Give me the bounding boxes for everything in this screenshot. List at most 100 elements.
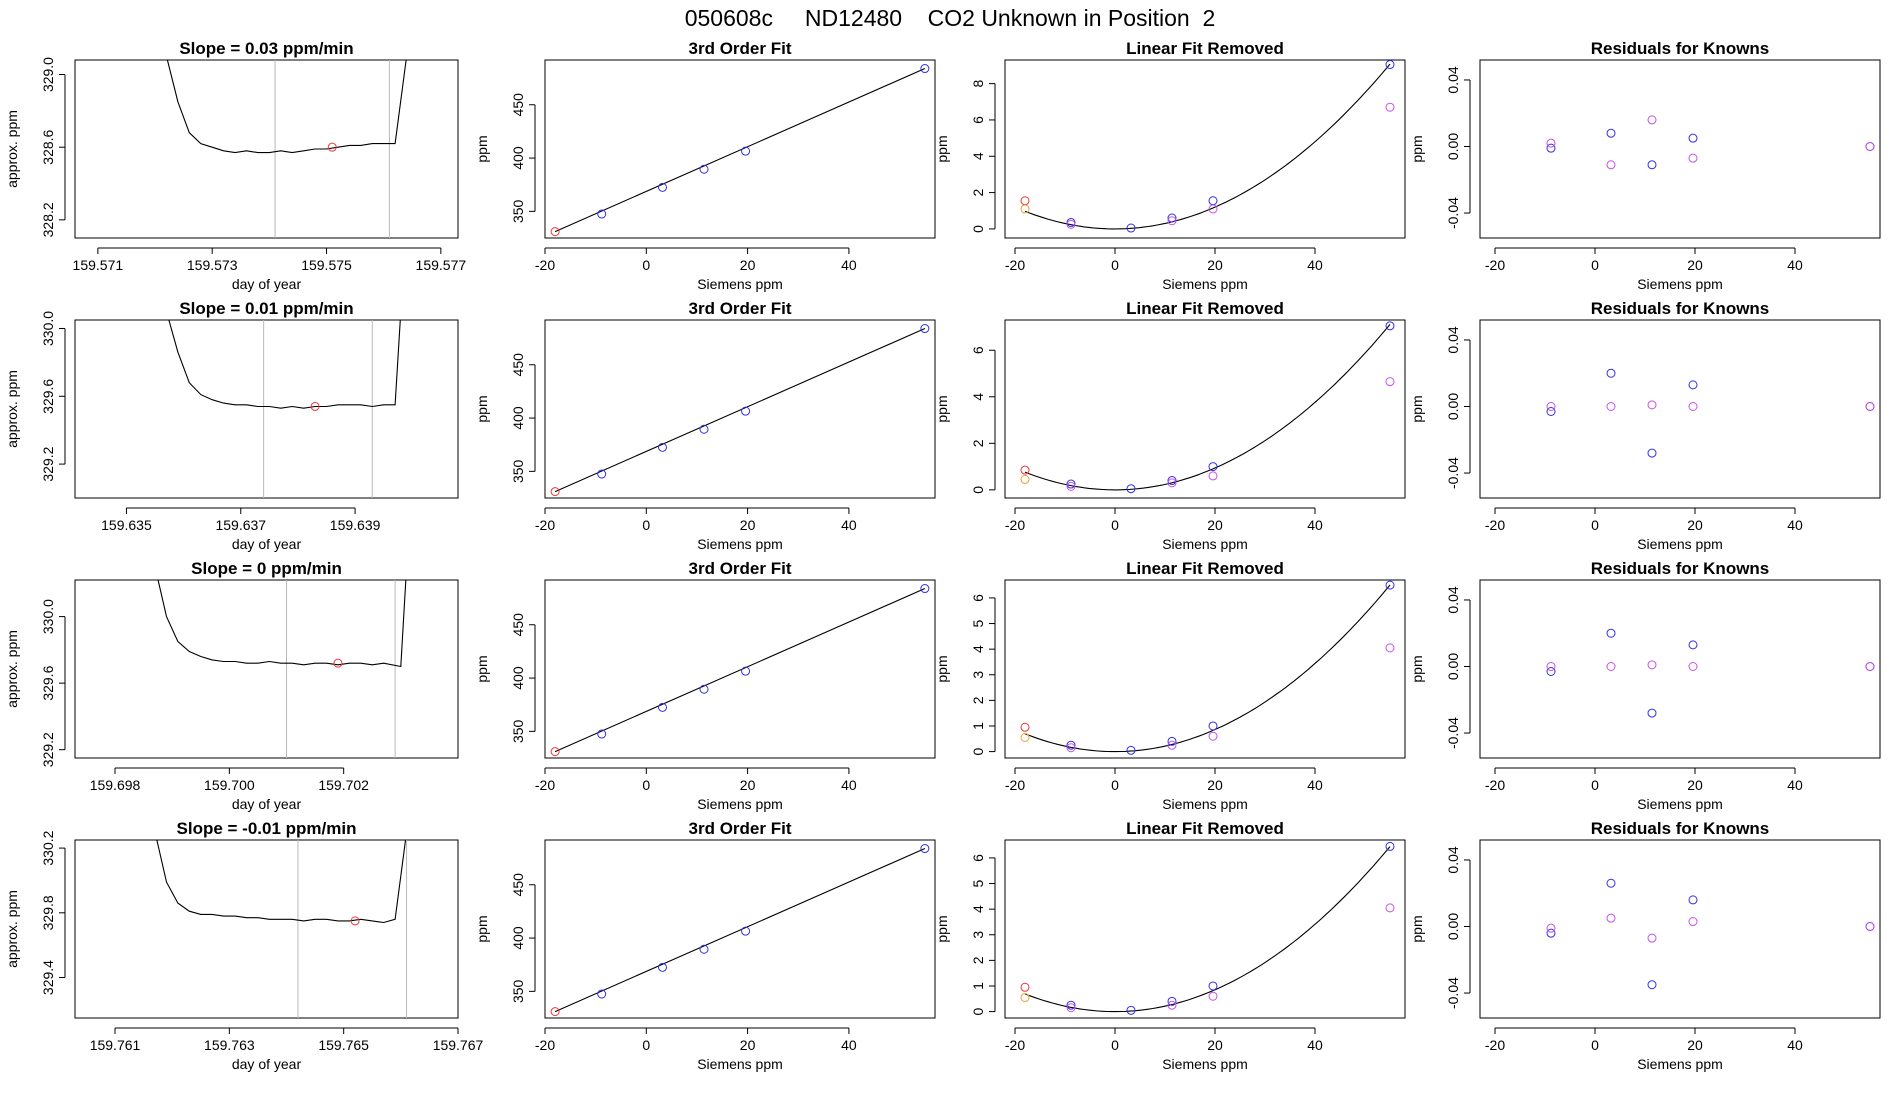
x-tick-label: 40: [841, 517, 857, 533]
plot-area: [156, 840, 408, 1018]
x-axis-label: Siemens ppm: [697, 276, 783, 292]
data-point: [597, 209, 607, 219]
data-point: [1865, 142, 1875, 152]
x-tick-label: 40: [1307, 777, 1323, 793]
y-tick-label: 329.8: [40, 895, 56, 930]
y-tick-label: 0: [970, 1007, 986, 1015]
y-axis-label: ppm: [934, 655, 950, 682]
data-point: [658, 182, 668, 192]
y-axis-label: ppm: [474, 655, 490, 682]
data-point: [1126, 223, 1136, 233]
y-tick-label: 0.04: [1445, 326, 1461, 353]
x-tick-label: 40: [1787, 257, 1803, 273]
y-tick-label: 329.2: [40, 732, 56, 767]
y-tick-label: 400: [510, 926, 526, 950]
data-point: [1688, 917, 1698, 927]
plot-frame: [1479, 839, 1881, 1019]
plot-area: [157, 580, 407, 758]
plot-frame: [544, 59, 936, 239]
plot-frame: [1479, 319, 1881, 499]
data-point: [1606, 662, 1616, 672]
x-tick-label: 20: [1687, 1037, 1703, 1053]
y-tick-label: 329.4: [40, 960, 56, 995]
data-point: [1020, 204, 1030, 214]
y-tick-label: 400: [510, 146, 526, 170]
plot-area: [168, 320, 401, 498]
x-tick-label: -20: [1485, 517, 1505, 533]
x-tick-label: 0: [1591, 517, 1599, 533]
plot-area: [550, 64, 930, 237]
x-tick-label: 20: [740, 777, 756, 793]
x-tick-label: 0: [1591, 1037, 1599, 1053]
highlight-point: [327, 142, 337, 152]
x-tick-label: 20: [1687, 257, 1703, 273]
data-point: [1066, 479, 1076, 489]
y-axis-label: ppm: [1409, 395, 1425, 422]
data-point: [1546, 138, 1556, 148]
fit-curve: [1024, 846, 1391, 1013]
data-point: [1688, 133, 1698, 143]
x-axis-label: Siemens ppm: [1637, 1056, 1723, 1072]
chart-title: Linear Fit Removed: [1126, 39, 1284, 58]
data-point: [1167, 478, 1177, 488]
chart-title: Residuals for Knowns: [1591, 299, 1770, 318]
data-point: [1066, 481, 1076, 491]
data-point: [699, 164, 709, 174]
y-axis-label: approx. ppm: [4, 630, 20, 708]
data-point: [1647, 980, 1657, 990]
x-tick-label: 20: [1207, 517, 1223, 533]
plot-area: [550, 584, 930, 757]
time-series-line: [156, 840, 407, 924]
y-tick-label: 330.0: [40, 311, 56, 346]
y-tick-label: -0.04: [1445, 197, 1461, 229]
data-point: [1546, 662, 1556, 672]
plot-area: [1546, 115, 1875, 170]
x-axis-label: day of year: [232, 536, 302, 552]
y-tick-label: 4: [970, 152, 986, 160]
highlight-point: [333, 658, 343, 668]
time-series-line: [157, 580, 407, 668]
plot-area: [550, 324, 930, 497]
data-point: [741, 926, 751, 936]
chart-title: 3rd Order Fit: [689, 39, 792, 58]
plot-area: [166, 60, 407, 238]
data-point: [1688, 662, 1698, 672]
x-axis-label: day of year: [232, 1056, 302, 1072]
y-axis-label: approx. ppm: [4, 370, 20, 448]
y-tick-label: 350: [510, 719, 526, 743]
plot-frame: [1004, 839, 1406, 1019]
data-point: [1688, 895, 1698, 905]
y-tick-label: 329.6: [40, 379, 56, 414]
x-axis-label: Siemens ppm: [697, 536, 783, 552]
data-point: [1020, 465, 1030, 475]
y-tick-label: 350: [510, 979, 526, 1003]
x-tick-label: -20: [535, 777, 555, 793]
data-point: [658, 702, 668, 712]
x-tick-label: 159.763: [204, 1037, 255, 1053]
x-tick-label: 159.639: [330, 517, 381, 533]
y-axis-label: ppm: [474, 395, 490, 422]
time-series-line: [166, 60, 407, 154]
data-point: [1167, 476, 1177, 486]
y-tick-label: 329.0: [40, 57, 56, 92]
data-point: [597, 989, 607, 999]
data-point: [1865, 922, 1875, 932]
chart-title: Residuals for Knowns: [1591, 559, 1770, 578]
chart-title: Residuals for Knowns: [1591, 39, 1770, 58]
chart-panel-r1-c2: 3rd Order Fit Siemens ppm ppm -20 0 20 40 350 40…: [474, 39, 936, 292]
data-point: [1167, 996, 1177, 1006]
fit-line: [554, 848, 926, 1013]
x-tick-label: 20: [1687, 517, 1703, 533]
y-tick-label: 6: [970, 346, 986, 354]
data-point: [1546, 666, 1556, 676]
data-point: [920, 64, 930, 74]
data-point: [1126, 1005, 1136, 1015]
x-tick-label: 159.700: [204, 777, 255, 793]
y-tick-label: 400: [510, 666, 526, 690]
data-point: [1606, 913, 1616, 923]
data-point: [550, 747, 560, 757]
x-tick-label: 0: [1111, 517, 1119, 533]
x-tick-label: 0: [1591, 777, 1599, 793]
